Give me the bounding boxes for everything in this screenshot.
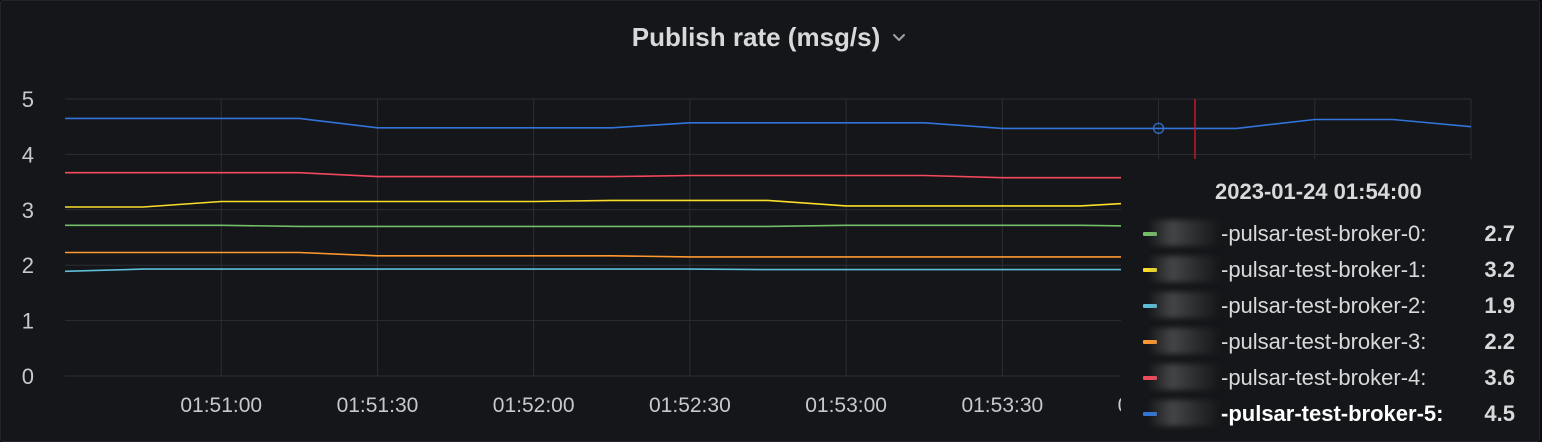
- tooltip-row: -pulsar-test-broker-5: 4.5: [1121, 398, 1539, 430]
- tooltip-series-name: -pulsar-test-broker-3:: [1221, 329, 1427, 354]
- redacted-prefix: [1147, 364, 1219, 390]
- redacted-prefix: [1147, 220, 1219, 246]
- tooltip-row: -pulsar-test-broker-4: 3.6: [1121, 362, 1539, 394]
- y-tick-label: 1: [22, 309, 34, 334]
- tooltip-series-name: -pulsar-test-broker-2:: [1221, 293, 1427, 318]
- redacted-prefix: [1147, 328, 1219, 354]
- tooltip-timestamp: 2023-01-24 01:54:00: [1215, 179, 1422, 204]
- tooltip-series-name: -pulsar-test-broker-0:: [1221, 221, 1427, 246]
- x-tick-label: 01:52:30: [649, 394, 731, 417]
- redacted-prefix: [1147, 256, 1219, 282]
- tooltip-series-value: 1.9: [1484, 293, 1515, 318]
- tooltip-row: -pulsar-test-broker-1: 3.2: [1121, 254, 1539, 286]
- panel-title[interactable]: Publish rate (msg/s): [631, 21, 881, 52]
- tooltip-series-value: 2.7: [1484, 221, 1515, 246]
- y-tick-label: 0: [22, 364, 34, 389]
- y-tick-label: 5: [22, 87, 34, 112]
- y-tick-label: 2: [22, 253, 34, 278]
- tooltip-series-value: 3.2: [1484, 257, 1515, 282]
- x-tick-label: 01:53:00: [805, 394, 887, 417]
- tooltip-series-value: 3.6: [1484, 365, 1515, 390]
- tooltip-series-name: -pulsar-test-broker-5:: [1221, 401, 1444, 426]
- tooltip-series-value: 2.2: [1484, 329, 1515, 354]
- tooltip-series-name: -pulsar-test-broker-4:: [1221, 365, 1427, 390]
- y-tick-label: 3: [22, 198, 34, 223]
- series-line: [65, 117, 1472, 130]
- x-tick-label: 01:51:30: [337, 394, 419, 417]
- tooltip-row: -pulsar-test-broker-0: 2.7: [1121, 218, 1539, 250]
- redacted-prefix: [1147, 400, 1219, 426]
- tooltip-series-name: -pulsar-test-broker-1:: [1221, 257, 1427, 282]
- tooltip-row: -pulsar-test-broker-3: 2.2: [1121, 326, 1539, 358]
- hover-tooltip: 2023-01-24 01:54:00 -pulsar-test-broker-…: [1121, 159, 1539, 441]
- chevron-down-icon[interactable]: [890, 28, 908, 46]
- redacted-prefix: [1147, 292, 1219, 318]
- x-tick-label: 01:51:00: [180, 394, 262, 417]
- tooltip-series-value: 4.5: [1484, 401, 1515, 426]
- tooltip-row: -pulsar-test-broker-2: 1.9: [1121, 290, 1539, 322]
- y-tick-label: 4: [22, 142, 34, 167]
- x-tick-label: 01:52:00: [493, 394, 575, 417]
- panel-header[interactable]: Publish rate (msg/s): [1, 19, 1539, 55]
- hover-point-marker: [1152, 122, 1165, 135]
- x-tick-label: 01:53:30: [961, 394, 1043, 417]
